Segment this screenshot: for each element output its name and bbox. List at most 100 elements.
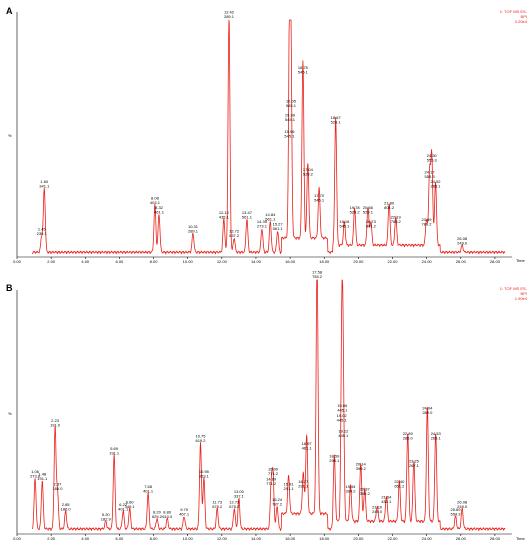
peak-time-label: 15.24 [272, 497, 283, 502]
peak-mass-label: 293.1 [329, 458, 340, 463]
peak-time-label: 21.64 [381, 494, 392, 499]
peak-mass-label: 273.1 [257, 224, 268, 229]
peak-time-label: 8.80 [163, 510, 172, 515]
x-tick-label: 0.00 [13, 536, 22, 541]
peak-mass-label: 399.2 [346, 489, 357, 494]
peak-time-label: 26.08 [457, 236, 468, 241]
peak-time-label: 26.08 [457, 499, 468, 504]
peak-time-label: 25.69 [450, 507, 461, 512]
peak-time-label: 20.56 [363, 205, 374, 210]
peak-time-label: 2.23 [51, 418, 60, 423]
panel-letter-a: A [6, 6, 13, 16]
peak-time-label: 22.19 [391, 215, 402, 220]
x-tick-label: 6.00 [116, 536, 125, 541]
x-ticks: 0.00 2.00 4.00 6.00 8.00 10.00 12.00 14.00 16.00… [13, 257, 501, 264]
peak-time-label: 19.12 [338, 428, 349, 433]
x-tick-label: 14.00 [251, 259, 262, 264]
peak-mass-label: 249.0 [457, 240, 468, 245]
peak-mass-label: 555.3 [425, 174, 436, 179]
x-tick-label: 12.00 [217, 536, 228, 541]
header-line-2: BPI [521, 14, 527, 19]
peak-mass-label: 399.2 [356, 466, 367, 471]
peak-time-label: 16.97 [302, 441, 313, 446]
peak-time-label: 23.25 [409, 459, 420, 464]
peak-time-label: 1.06 [31, 469, 40, 474]
peak-time-label: 24.52 [431, 179, 442, 184]
x-tick-label: 14.00 [251, 536, 262, 541]
peak-mass-label: 545.1 [285, 117, 296, 122]
x-tick-label: 10.00 [183, 536, 194, 541]
peak-time-label: 1.60 [40, 179, 49, 184]
peak-time-label: 16.77 [298, 479, 309, 484]
peak-time-label: 21.10 [372, 504, 383, 509]
peak-time-label: 12.72 [229, 229, 240, 234]
peak-mass-label: 191.1 [109, 451, 120, 456]
y-axis-label: % [8, 133, 12, 138]
peak-mass-label: 625.2 [152, 514, 163, 519]
peak-mass-label: 675.2 [229, 504, 240, 509]
header-line-1: 1: TOF MS ES- [500, 9, 528, 14]
x-tick-label: 18.00 [319, 536, 330, 541]
bpi-trace [32, 19, 506, 255]
peak-time-label: 16.05 [286, 98, 297, 103]
x-ticks: 0.00 2.00 4.00 6.00 8.00 10.00 12.00 14.00 16.00… [13, 534, 501, 541]
peak-time-label: 5.69 [110, 446, 119, 451]
peak-mass-label: 461.1 [302, 445, 313, 450]
x-tick-label: 24.00 [422, 536, 433, 541]
bpi-trace [32, 279, 506, 532]
peak-time-label: 17.70 [314, 193, 325, 198]
peak-mass-label: 679.2 [212, 504, 223, 509]
peak-time-label: 21.80 [384, 200, 395, 205]
peak-time-label: 12.42 [224, 10, 235, 15]
x-tick-label: 10.00 [183, 259, 194, 264]
peak-time-label: 24.17 [425, 169, 436, 174]
peak-mass-label: 186.0 [61, 506, 72, 511]
peak-time-label: 20.14 [356, 461, 367, 466]
header-line-2: BPI [521, 291, 527, 296]
peak-time-label: 24.04 [422, 405, 433, 410]
peak-time-label: 18.59 [329, 454, 340, 459]
peak-mass-label: 445.1 [338, 433, 349, 438]
peak-mass-label: 529.1 [331, 119, 342, 124]
x-tick-label: 20.00 [353, 259, 364, 264]
peak-time-label: 12.12 [219, 210, 230, 215]
x-tick-label: 22.00 [388, 536, 399, 541]
peak-time-label: 14.84 [265, 212, 276, 217]
panel-a: A 1: TOF MS ES- BPI 3.20e4 % Time 0.00 2.… [6, 6, 528, 264]
peak-mass-label: 771.2 [268, 471, 279, 476]
peak-time-label: 15.91 [284, 482, 295, 487]
x-tick-label: 4.00 [81, 259, 90, 264]
x-axis-label: Time [516, 536, 526, 541]
peak-time-label: 19.18 [339, 219, 350, 224]
peak-mass-label: 545.1 [286, 103, 297, 108]
peak-mass-label: 789.2 [421, 221, 432, 226]
peak-mass-label: 291.1 [284, 486, 295, 491]
header-line-3: 3.20e4 [515, 19, 528, 24]
peak-mass-label: 186.0 [52, 486, 63, 491]
peak-mass-label: 182.9 [101, 517, 112, 522]
peak-mass-label: 265.1 [431, 183, 442, 188]
peak-mass-label: 651.2 [394, 484, 405, 489]
peak-mass-label: 435.1 [219, 214, 230, 219]
peak-mass-label: 787.2 [272, 501, 283, 506]
peak-mass-label: 445.1 [337, 418, 348, 423]
peak-time-label: 10.31 [188, 224, 199, 229]
x-tick-label: 8.00 [150, 259, 159, 264]
peak-mass-label: 529.2 [350, 210, 361, 215]
peak-mass-label: 467.1 [179, 511, 190, 516]
peak-mass-label: 285.0 [403, 435, 414, 440]
peak-mass-label: 545.1 [284, 134, 295, 139]
x-tick-label: 26.00 [456, 536, 467, 541]
peak-mass-label: 353.1 [199, 473, 210, 478]
peak-mass-label: 610.0 [162, 514, 173, 519]
peak-time-label: 15.27 [273, 222, 284, 227]
peak-time-label: 8.32 [155, 205, 164, 210]
peak-mass-label: 349.1 [125, 504, 136, 509]
peak-mass-label: 771.2 [266, 481, 277, 486]
peak-time-label: 17.04 [303, 167, 314, 172]
peak-time-label: 18.67 [331, 115, 342, 120]
peak-time-label: 20.73 [366, 219, 377, 224]
x-tick-label: 18.00 [319, 259, 330, 264]
peak-mass-label: 273.0 [30, 473, 41, 478]
peak-mass-label: 801.2 [366, 224, 377, 229]
